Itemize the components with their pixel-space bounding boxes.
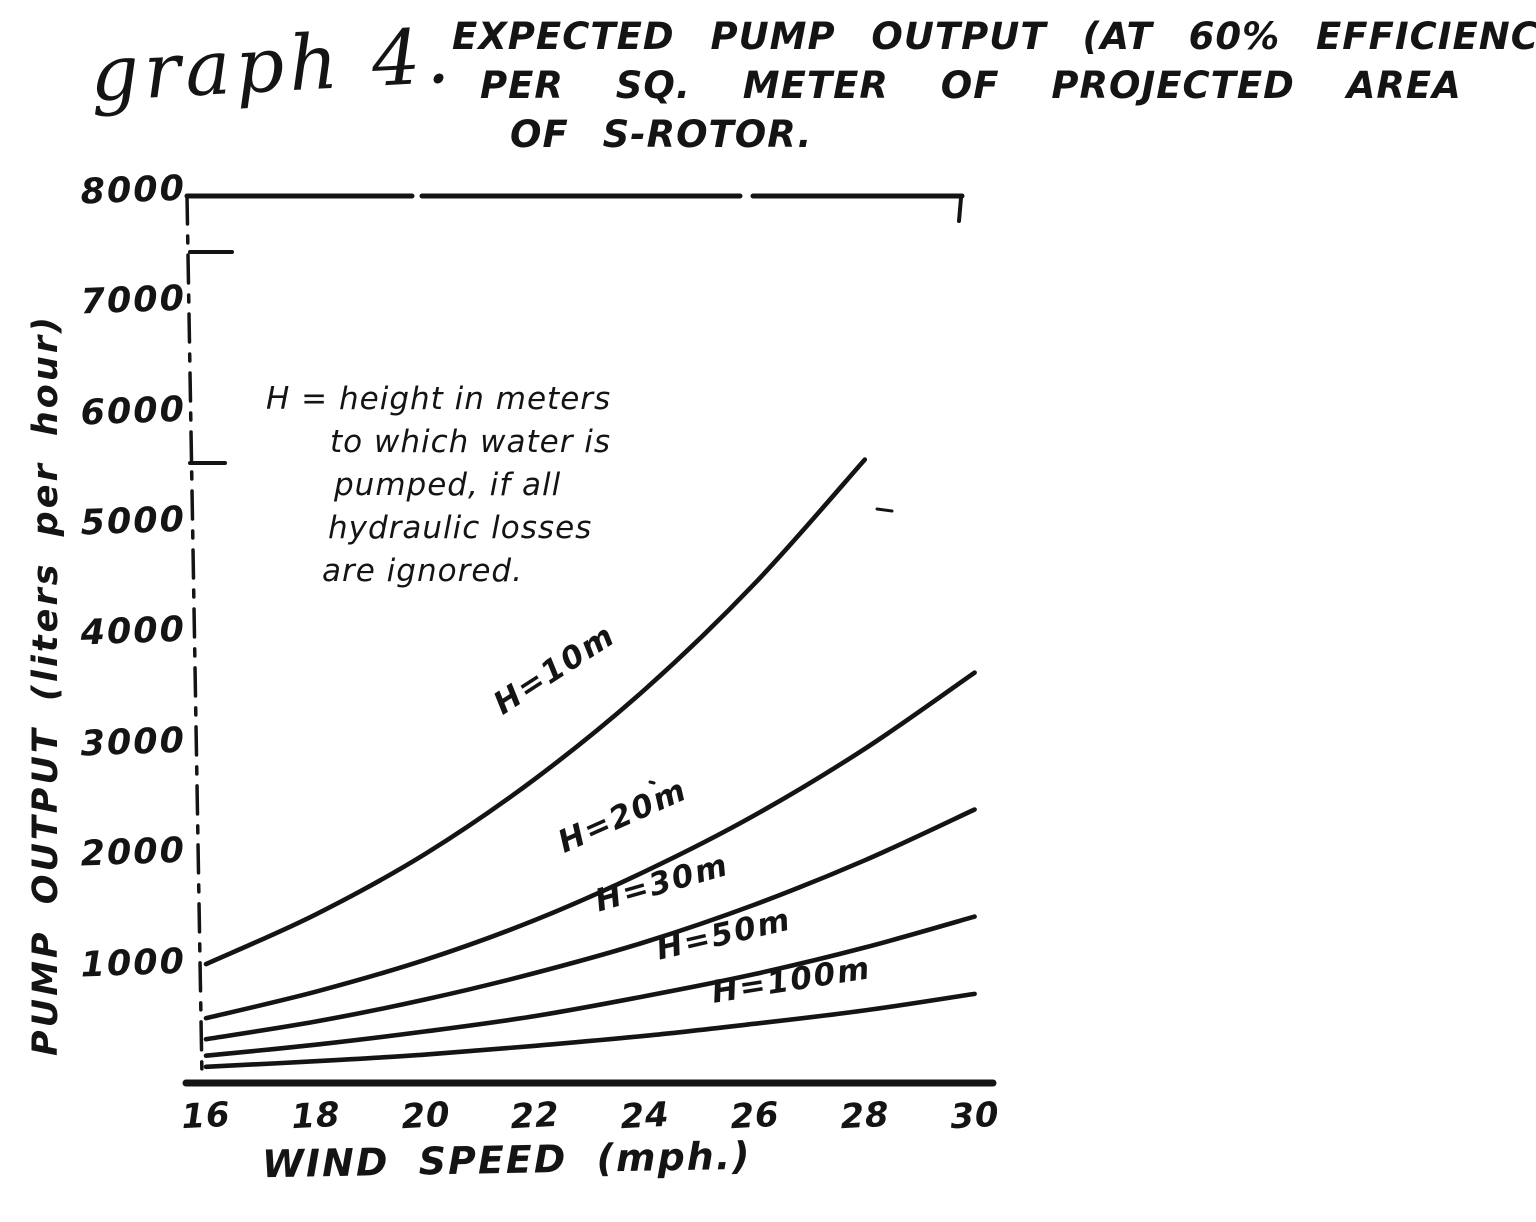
plot-top-right-tick (957, 196, 963, 223)
y-tick-label-7000: 7000 (79, 278, 187, 323)
chart-title: EXPECTED PUMP OUTPUT (AT 60% EFFICIENCY)… (452, 12, 1536, 159)
x-tick-label-30: 30 (948, 1094, 1001, 1138)
y-tick-label-3000: 3000 (79, 720, 187, 765)
curve-h10m (203, 457, 868, 967)
legend-note-line-2: to which water is (330, 424, 612, 460)
y-tick-label-4000: 4000 (79, 610, 187, 654)
x-tick-label-20: 20 (399, 1094, 452, 1138)
y-tick-label-6000: 6000 (79, 389, 187, 434)
y-tick-label-8000: 8000 (79, 168, 187, 213)
legend-note-line-5: are ignored. (322, 553, 523, 589)
curve-h50m (203, 914, 977, 1058)
y-tick-label-1000: 1000 (79, 941, 187, 986)
x-axis-title: WIND SPEED (mph.) (261, 1133, 752, 1187)
legend-note-line-1: H = height in meters (266, 381, 612, 417)
x-tick-label-24: 24 (619, 1094, 671, 1138)
y-tick-label-5000: 5000 (79, 499, 187, 544)
y-tick-label-2000: 2000 (79, 830, 187, 875)
x-tick-label-26: 26 (729, 1094, 781, 1138)
y-axis-line (185, 194, 204, 1080)
x-tick-label-22: 22 (509, 1094, 562, 1138)
chart-title-line-1: EXPECTED PUMP OUTPUT (AT 60% EFFICIENCY) (452, 15, 1536, 58)
chart-title-line-3: OF S-ROTOR. (510, 113, 813, 156)
x-tick-label-16: 16 (180, 1094, 232, 1138)
legend-note-line-4: hydraulic losses (328, 510, 593, 546)
curve-h30m (203, 807, 977, 1042)
figure-label: graph 4. (87, 10, 457, 119)
x-tick-label-18: 18 (290, 1094, 342, 1138)
scan-speck (648, 780, 656, 785)
curve-h20m (203, 670, 977, 1021)
x-tick-label-28: 28 (839, 1094, 891, 1138)
curve-h100m (203, 991, 977, 1070)
legend-note-line-3: pumped, if all (334, 467, 562, 503)
legend-note: H = height in meters to which water is p… (266, 378, 611, 593)
chart-title-line-2: PER SQ. METER OF PROJECTED AREA (480, 64, 1462, 107)
scan-speck (875, 507, 894, 513)
